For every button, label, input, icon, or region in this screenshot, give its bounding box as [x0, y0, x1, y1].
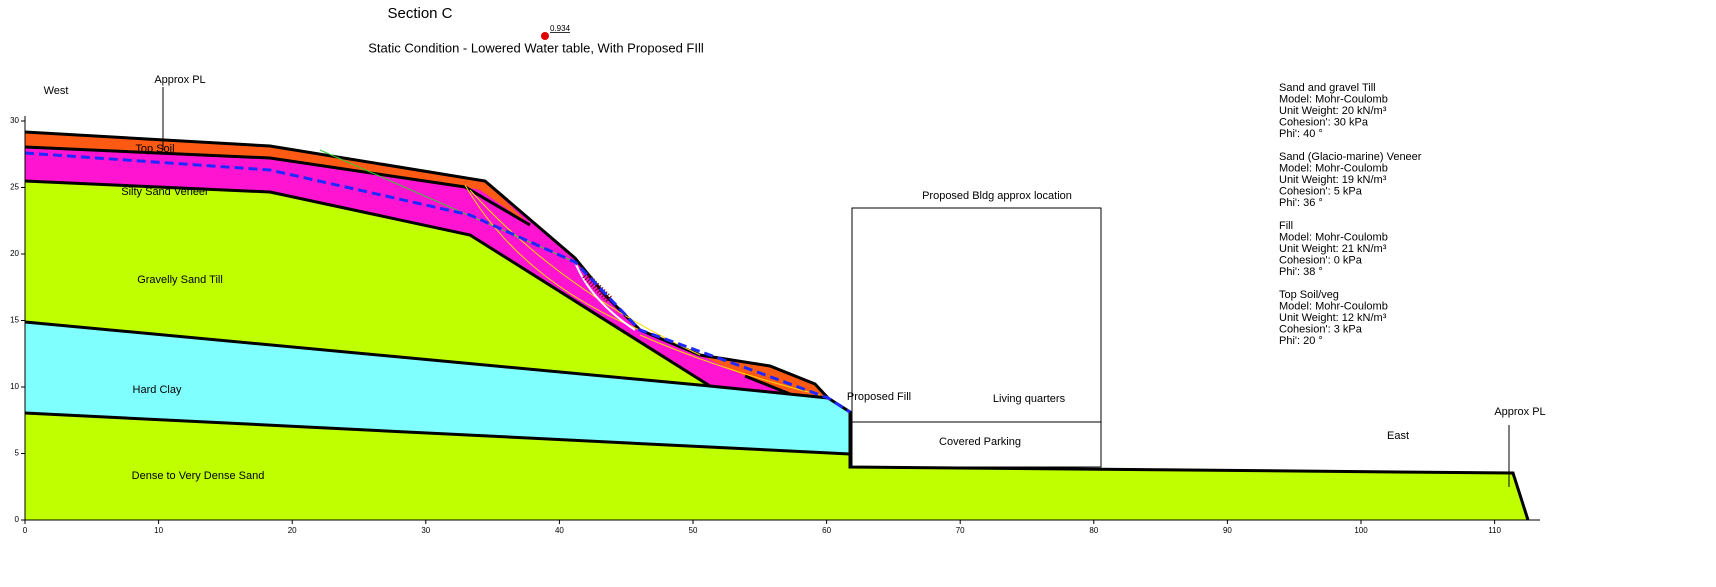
material-property: Unit Weight: 12 kN/m³: [1279, 312, 1387, 324]
layer-label: Silty Sand Veneer: [121, 186, 209, 198]
x-tick-label: 40: [555, 526, 564, 535]
material-property: Unit Weight: 20 kN/m³: [1279, 105, 1387, 117]
x-tick-label: 90: [1223, 526, 1232, 535]
proposed-building: [852, 208, 1101, 467]
material-property: Cohesion': 5 kPa: [1279, 185, 1363, 197]
material-name: Top Soil/veg: [1279, 289, 1339, 301]
x-tick-label: 70: [956, 526, 965, 535]
label: Living quarters: [993, 393, 1066, 405]
layer-label: Top Soil: [135, 143, 174, 155]
subtitle: Static Condition - Lowered Water table, …: [368, 40, 704, 55]
title: Section C: [387, 5, 452, 22]
material-name: Fill: [1279, 220, 1293, 232]
x-tick-label: 0: [23, 526, 28, 535]
x-tick-label: 20: [288, 526, 297, 535]
material-property: Model: Mohr-Coulomb: [1279, 231, 1388, 243]
label: Covered Parking: [939, 436, 1021, 448]
y-tick-label: 15: [10, 316, 19, 325]
x-tick-label: 100: [1354, 526, 1368, 535]
label: East: [1387, 430, 1409, 442]
x-tick-label: 110: [1488, 526, 1501, 535]
x-tick-label: 30: [421, 526, 430, 535]
material-property: Cohesion': 30 kPa: [1279, 116, 1369, 128]
label: Approx PL: [154, 74, 205, 86]
material-property: Unit Weight: 21 kN/m³: [1279, 243, 1387, 255]
layer-label: Hard Clay: [133, 384, 182, 396]
y-tick-label: 30: [10, 116, 19, 125]
material-property: Model: Mohr-Coulomb: [1279, 162, 1388, 174]
material-name: Sand (Glacio-marine) Veneer: [1279, 151, 1422, 163]
material-property: Cohesion': 0 kPa: [1279, 254, 1363, 266]
x-tick-label: 60: [822, 526, 831, 535]
x-tick-label: 80: [1089, 526, 1098, 535]
material-property: Cohesion': 3 kPa: [1279, 323, 1363, 335]
material-property: Phi': 40 °: [1279, 128, 1323, 140]
material-property: Model: Mohr-Coulomb: [1279, 93, 1388, 105]
layer-label: Dense to Very Dense Sand: [132, 470, 265, 482]
material-property: Phi': 36 °: [1279, 197, 1323, 209]
material-property: Unit Weight: 19 kN/m³: [1279, 174, 1387, 186]
label: Approx PL: [1494, 406, 1545, 418]
y-tick-label: 5: [15, 449, 20, 458]
label: Proposed Fill: [847, 391, 911, 403]
material-name: Sand and gravel Till: [1279, 82, 1376, 94]
y-tick-label: 0: [15, 515, 20, 524]
x-tick-label: 50: [689, 526, 698, 535]
material-property: Model: Mohr-Coulomb: [1279, 300, 1388, 312]
material-property: Phi': 20 °: [1279, 335, 1323, 347]
label: West: [44, 85, 69, 97]
layer-label: Gravelly Sand Till: [137, 274, 223, 286]
y-tick-label: 10: [10, 382, 19, 391]
y-tick-label: 20: [10, 249, 19, 258]
factor-of-safety: 0.934: [550, 24, 571, 33]
fos-marker: [541, 32, 549, 40]
x-tick-label: 10: [154, 526, 163, 535]
y-tick-label: 25: [10, 183, 19, 192]
material-property: Phi': 38 °: [1279, 266, 1323, 278]
section-diagram: Section C 0.934 Static Condition - Lower…: [0, 0, 1716, 587]
label: Proposed Bldg approx location: [922, 190, 1072, 202]
